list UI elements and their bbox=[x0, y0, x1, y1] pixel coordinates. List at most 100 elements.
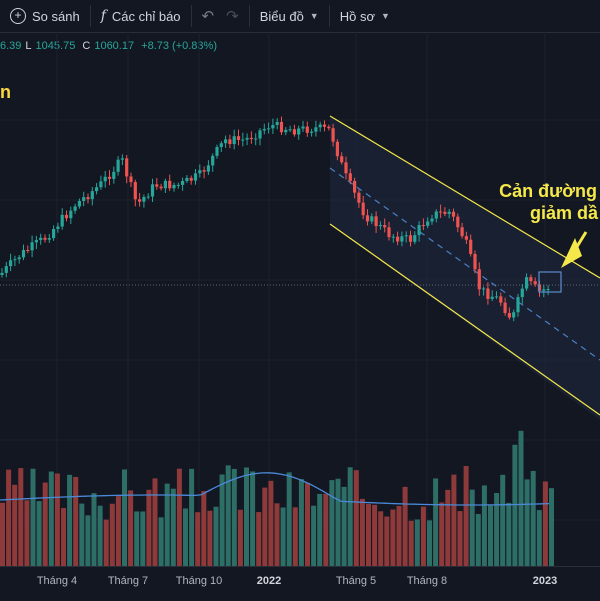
volume-bar bbox=[268, 480, 274, 566]
candle-body bbox=[421, 225, 425, 227]
candle-body bbox=[542, 289, 546, 291]
candle-body bbox=[99, 181, 103, 188]
chart-menu-label: Biểu đồ bbox=[259, 8, 304, 24]
ohlc-legend: 6.39 L 1045.75 C 1060.17 +8.73 (+0.83%) bbox=[0, 40, 221, 52]
chevron-down-icon: ▼ bbox=[309, 11, 319, 21]
volume-bar bbox=[366, 503, 371, 566]
volume-bar bbox=[42, 482, 48, 566]
candle-body bbox=[17, 257, 21, 260]
candle-body bbox=[361, 202, 365, 216]
toolbar-divider bbox=[248, 5, 250, 27]
toolbar-divider bbox=[190, 5, 192, 27]
candle-body bbox=[344, 162, 348, 174]
candle-body bbox=[473, 254, 477, 270]
candle-body bbox=[64, 214, 69, 219]
x-tick-label: Tháng 10 bbox=[175, 575, 223, 587]
volume-bar bbox=[36, 501, 42, 566]
candle-body bbox=[0, 272, 4, 275]
volume-bar bbox=[140, 511, 146, 566]
volume-bar bbox=[85, 515, 91, 566]
candle-body bbox=[258, 130, 262, 139]
volume-bar bbox=[311, 505, 317, 566]
volume-bar bbox=[469, 489, 475, 566]
volume-bar bbox=[396, 505, 402, 566]
volume-bar bbox=[451, 474, 457, 566]
low-value: 1045.75 bbox=[35, 40, 76, 52]
volume-bar bbox=[542, 481, 548, 566]
channel-lower-line bbox=[329, 223, 600, 416]
candle-body bbox=[168, 180, 172, 189]
volume-bar bbox=[79, 503, 85, 566]
candle-body bbox=[314, 127, 318, 132]
volume-bar bbox=[280, 507, 286, 566]
candle-body bbox=[142, 197, 146, 202]
volume-bar bbox=[128, 490, 134, 566]
candle-body bbox=[120, 158, 124, 160]
volume-bar bbox=[427, 520, 432, 566]
candle-body bbox=[198, 170, 202, 174]
candle-body bbox=[159, 186, 163, 189]
candle-body bbox=[387, 227, 391, 238]
undo-icon[interactable]: ↶ bbox=[201, 8, 215, 25]
undo-redo-group: ↶ ↷ bbox=[192, 0, 249, 32]
price-chart[interactable] bbox=[0, 32, 600, 566]
volume-bar bbox=[146, 489, 152, 566]
volume-bar bbox=[176, 468, 182, 566]
x-tick-label: Tháng 4 bbox=[36, 575, 78, 587]
candle-body bbox=[353, 180, 357, 193]
chart-menu-button[interactable]: Biểu đồ ▼ bbox=[250, 0, 329, 32]
channel-fill bbox=[330, 116, 600, 420]
candle-body bbox=[86, 197, 90, 200]
change-value: +8.73 (+0.83%) bbox=[141, 40, 217, 52]
volume-bar bbox=[262, 487, 268, 566]
volume-bar bbox=[341, 486, 347, 566]
open-value: 6.39 bbox=[0, 40, 22, 52]
candle-body bbox=[525, 277, 529, 289]
candle-body bbox=[494, 296, 499, 298]
candle-body bbox=[39, 237, 43, 241]
candle-body bbox=[443, 211, 447, 214]
volume-bar bbox=[213, 506, 219, 566]
compare-button[interactable]: + So sánh bbox=[0, 0, 90, 32]
volume-bar bbox=[97, 505, 103, 566]
candle-body bbox=[4, 266, 8, 273]
volume-bar bbox=[524, 479, 530, 566]
x-tick-label: 2022 bbox=[256, 575, 282, 587]
candle-body bbox=[434, 211, 438, 219]
candle-body bbox=[486, 288, 490, 299]
candle-body bbox=[107, 176, 112, 179]
candle-body bbox=[133, 182, 137, 200]
candle-body bbox=[451, 211, 456, 217]
candle-body bbox=[520, 288, 524, 298]
volume-bar bbox=[24, 500, 30, 566]
candle-body bbox=[365, 215, 370, 222]
volume-bar bbox=[298, 479, 304, 566]
volume-bar bbox=[372, 504, 378, 566]
candle-body bbox=[52, 229, 56, 239]
channel-upper-line bbox=[329, 115, 600, 279]
redo-icon[interactable]: ↷ bbox=[226, 8, 239, 25]
candle-body bbox=[116, 159, 120, 172]
candle-body bbox=[464, 236, 468, 240]
annotation-line-2: giảm dầ bbox=[529, 203, 598, 223]
candle-body bbox=[56, 226, 60, 230]
candle-body bbox=[426, 221, 430, 226]
candle-body bbox=[284, 129, 288, 133]
indicators-button[interactable]: f Các chỉ báo bbox=[91, 0, 191, 32]
volume-bar bbox=[347, 467, 353, 566]
volume-bar bbox=[408, 520, 414, 566]
candle-body bbox=[279, 121, 284, 133]
candle-body bbox=[327, 126, 331, 129]
candle-body bbox=[400, 236, 404, 242]
volume-ma-line bbox=[0, 472, 550, 506]
volume-bar bbox=[103, 519, 109, 566]
volume-bar bbox=[475, 513, 481, 566]
profile-menu-button[interactable]: Hồ sơ ▼ bbox=[330, 0, 400, 32]
x-tick-label: Tháng 7 bbox=[107, 575, 149, 587]
candle-body bbox=[176, 184, 180, 186]
volume-bar bbox=[231, 468, 237, 566]
candle-body bbox=[546, 288, 550, 290]
volume-bar bbox=[225, 465, 231, 566]
channel-mid-line bbox=[329, 167, 600, 361]
candle-body bbox=[215, 147, 219, 156]
